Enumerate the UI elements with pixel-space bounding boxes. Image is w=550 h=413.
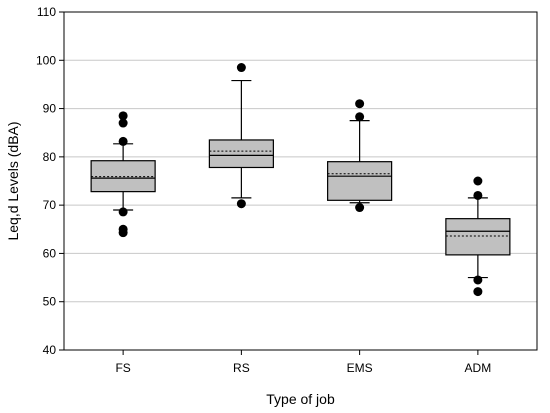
box-ems: [327, 99, 393, 213]
y-tick-label: 70: [43, 198, 57, 212]
y-tick-label: 80: [43, 150, 57, 164]
outlier-point: [236, 63, 246, 73]
y-tick-label: 110: [37, 5, 56, 19]
x-tick-label: FS: [115, 361, 130, 375]
outlier-point: [118, 136, 128, 146]
y-tick-label: 60: [43, 246, 57, 260]
y-tick-labels: 40 50 60 70 80 90 100 110: [36, 5, 56, 357]
outlier-point: [473, 275, 483, 285]
outlier-point: [355, 203, 365, 213]
axes: [59, 11, 538, 355]
outlier-point: [118, 224, 128, 234]
outlier-point: [118, 111, 128, 121]
box-iqr: [445, 218, 511, 256]
outlier-point: [473, 176, 483, 186]
box-fs: [90, 111, 156, 238]
box-iqr: [327, 161, 393, 201]
y-tick-label: 50: [43, 295, 57, 309]
outlier-point: [355, 99, 365, 109]
y-tick-label: 40: [43, 343, 57, 357]
outlier-point: [473, 190, 483, 200]
x-axis-title: Type of job: [266, 391, 335, 407]
x-tick-label: RS: [233, 361, 250, 375]
box-rs: [208, 63, 274, 209]
x-tick-label: ADM: [465, 361, 492, 375]
y-tick-label: 100: [36, 53, 56, 67]
outlier-point: [473, 287, 483, 297]
outlier-point: [118, 207, 128, 217]
outlier-point: [236, 199, 246, 209]
plot-frame: [63, 11, 538, 351]
box-iqr: [208, 139, 274, 169]
y-axis-title: Leq,d Levels (dBA): [5, 121, 21, 240]
boxes: [90, 63, 511, 297]
box-adm: [445, 176, 511, 297]
y-tick-label: 90: [43, 102, 57, 116]
outlier-point: [118, 118, 128, 128]
x-tick-label: EMS: [347, 361, 373, 375]
outlier-point: [355, 112, 365, 122]
gridlines: [64, 59, 537, 303]
x-tick-labels: FS RS EMS ADM: [115, 361, 491, 375]
